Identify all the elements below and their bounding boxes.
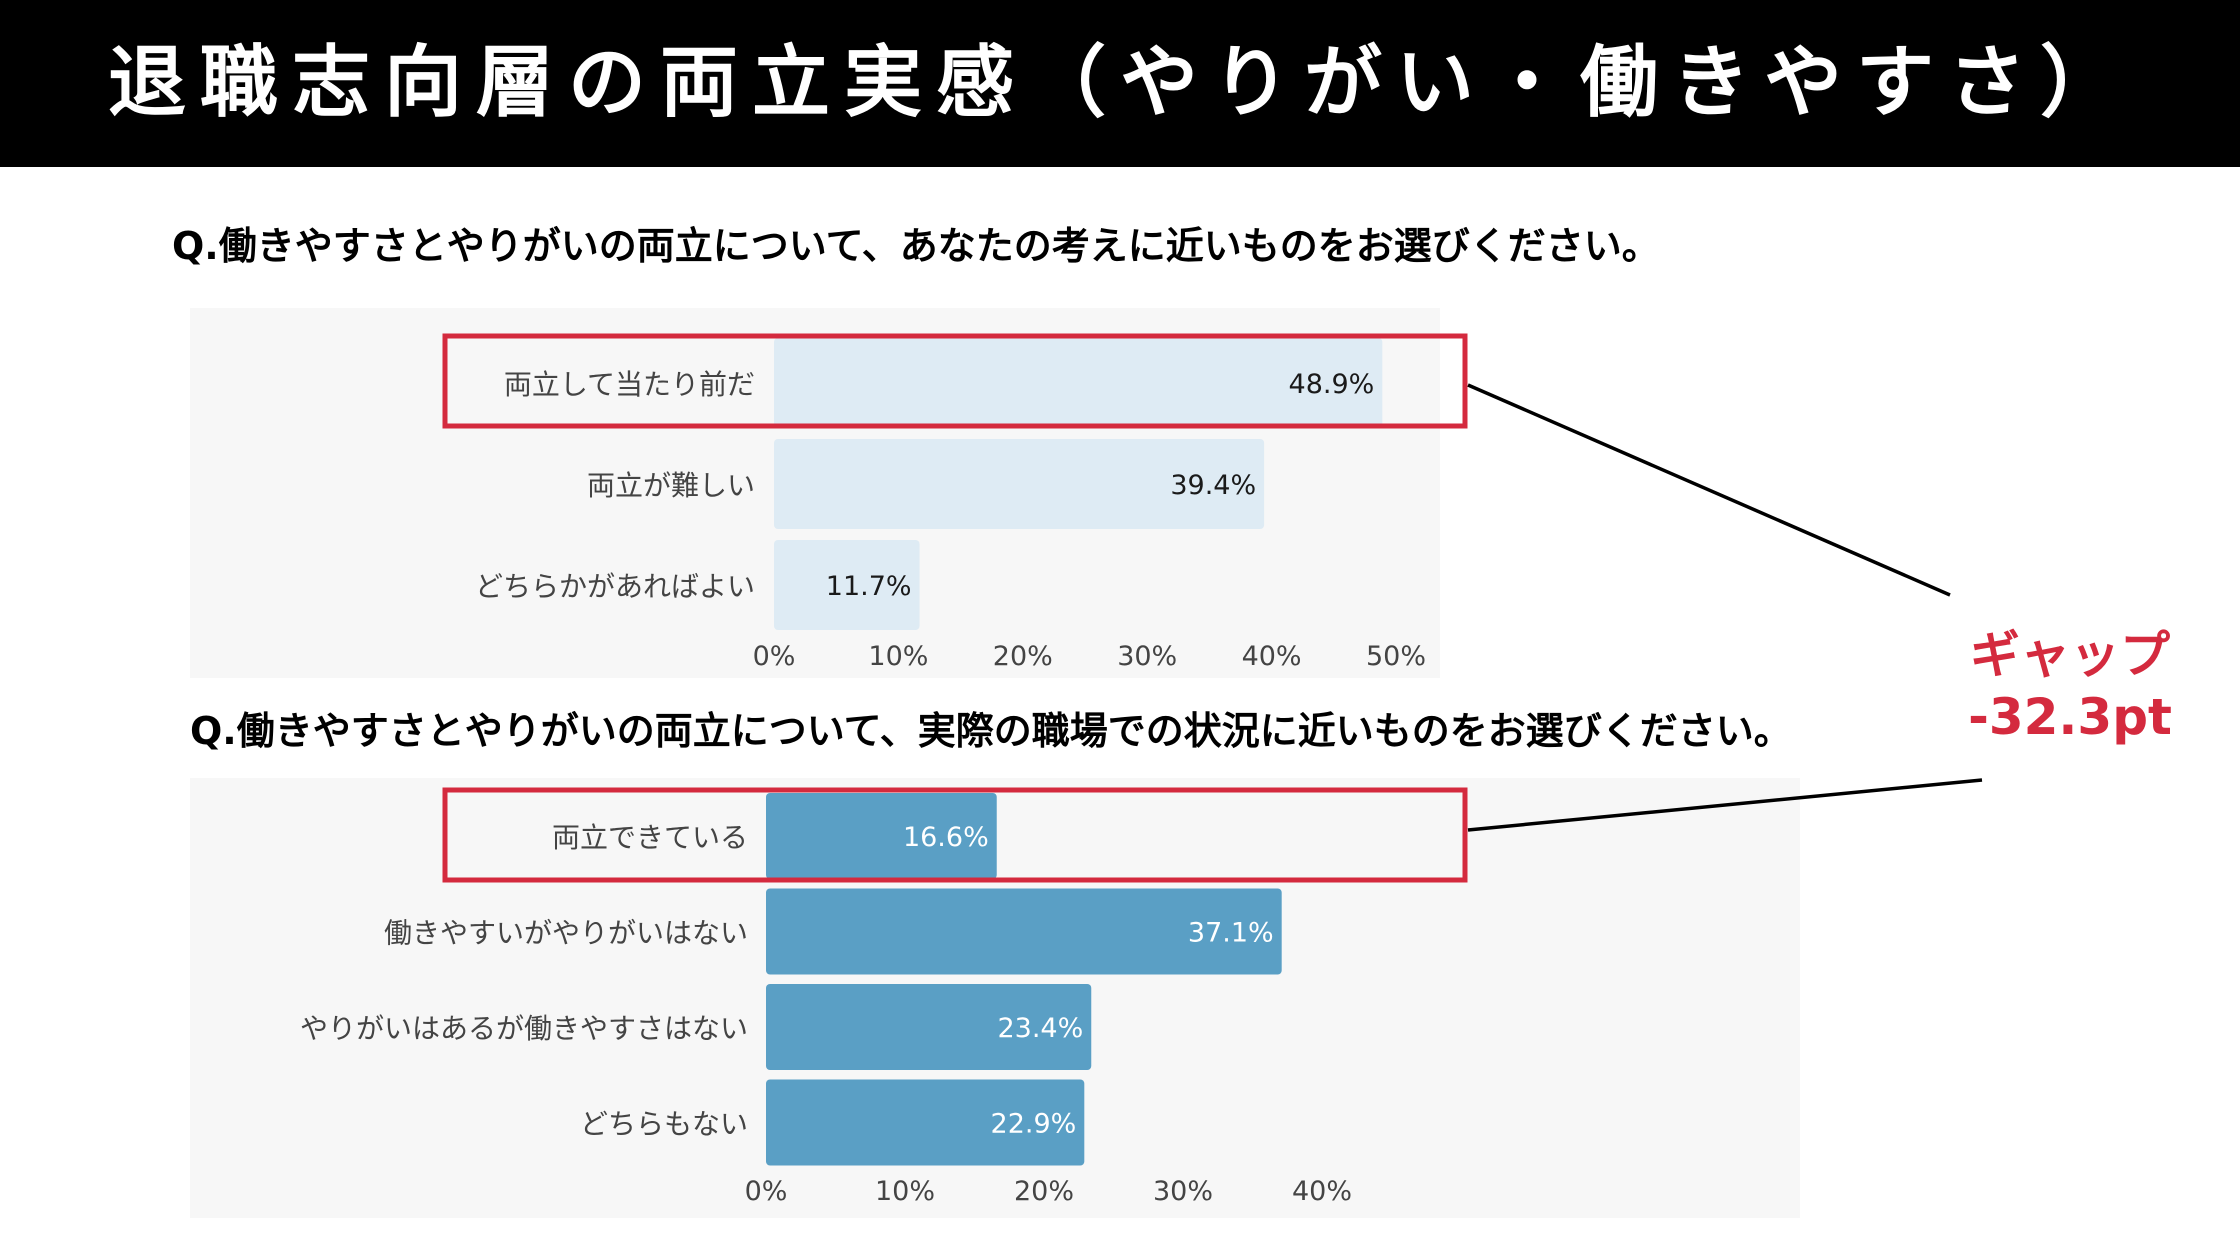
chart-1-value-label: 11.7% <box>826 571 912 602</box>
chart-2-tick-label: 20% <box>1014 1176 1074 1207</box>
chart-1-tick-label: 30% <box>1117 641 1177 672</box>
connector-line-bottom <box>1467 778 1983 832</box>
chart-2-bar <box>766 793 997 879</box>
title-bar: 退職志向層の両立実感（やりがい・働きやすさ） <box>0 0 2240 167</box>
gap-value: -32.3pt <box>1968 688 2172 746</box>
chart-2-tick-label: 0% <box>745 1176 788 1207</box>
chart-2-category-label: 両立できている <box>552 821 748 854</box>
chart-2-category-label: どちらもない <box>580 1108 748 1141</box>
chart-2-highlight-box <box>442 787 1468 883</box>
chart-1-tick-label: 10% <box>868 641 928 672</box>
chart-2-value-label: 37.1% <box>1188 918 1274 949</box>
chart-1-category-label: 両立して当たり前だ <box>504 368 755 401</box>
page-title: 退職志向層の両立実感（やりがい・働きやすさ） <box>107 38 2132 128</box>
chart-1-value-label: 39.4% <box>1170 470 1256 501</box>
connector-line-top <box>1467 383 1951 597</box>
chart-1-bar <box>774 338 1383 428</box>
chart-2-category-label: 働きやすいがやりがいはない <box>384 917 748 950</box>
chart-1-category-label: どちらかがあればよい <box>475 570 755 603</box>
chart-2-bar <box>766 984 1092 1070</box>
chart-2-value-label: 23.4% <box>997 1013 1083 1044</box>
chart-1-value-label: 48.9% <box>1289 369 1375 400</box>
chart-2-tick-label: 10% <box>875 1176 935 1207</box>
chart-1-tick-label: 40% <box>1242 641 1302 672</box>
chart-2-tick-label: 40% <box>1292 1176 1352 1207</box>
chart-1-highlight-box <box>442 333 1468 429</box>
chart-2-value-label: 16.6% <box>903 822 989 853</box>
chart-1-bar <box>774 439 1265 529</box>
chart-2-category-label: やりがいはあるが働きやすさはない <box>300 1012 748 1045</box>
question-1: Q.働きやすさとやりがいの両立について、あなたの考えに近いものをお選びください。 <box>172 224 1660 268</box>
chart-1-tick-label: 20% <box>993 641 1053 672</box>
chart-1-tick-label: 0% <box>753 641 796 672</box>
chart-2-value-label: 22.9% <box>991 1109 1077 1140</box>
chart-2-bar <box>766 888 1282 975</box>
chart-1-category-label: 両立が難しい <box>587 469 755 502</box>
gap-label: ギャップ <box>1970 626 2170 684</box>
chart-1-tick-label: 50% <box>1366 641 1426 672</box>
chart-2-bar <box>766 1079 1085 1166</box>
question-2: Q.働きやすさとやりがいの両立について、実際の職場での状況に近いものをお選びくだ… <box>190 709 1792 753</box>
chart-2-tick-label: 30% <box>1153 1176 1213 1207</box>
chart-1-bar <box>774 540 920 630</box>
